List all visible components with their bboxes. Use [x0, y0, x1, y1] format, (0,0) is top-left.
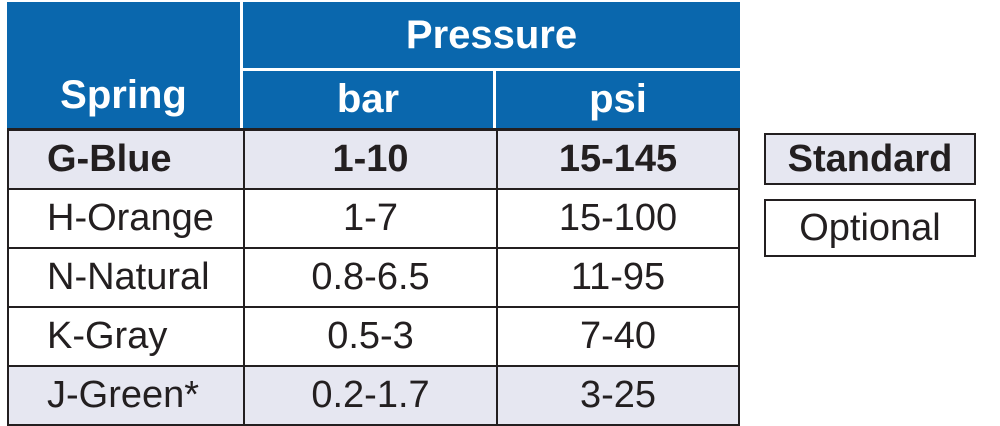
spring-pressure-table: Spring Pressure bar psi G-Blue 1-10 15-1…: [7, 2, 741, 426]
table-row: H-Orange 1-7 15-100: [7, 190, 741, 249]
psi-cell: 3-25: [496, 367, 741, 426]
table-row: J-Green* 0.2-1.7 3-25: [7, 367, 741, 426]
table-row: G-Blue 1-10 15-145: [7, 128, 741, 190]
psi-cell: 11-95: [496, 249, 741, 308]
bar-column-header: bar: [243, 71, 496, 128]
psi-column-header: psi: [496, 71, 741, 128]
bar-cell: 1-10: [243, 128, 496, 190]
bar-cell: 0.5-3: [243, 308, 496, 367]
legend-optional: Optional: [764, 199, 976, 257]
spring-cell: N-Natural: [7, 249, 243, 308]
psi-cell: 15-100: [496, 190, 741, 249]
bar-cell: 1-7: [243, 190, 496, 249]
spring-cell: G-Blue: [7, 128, 243, 190]
bar-cell: 0.8-6.5: [243, 249, 496, 308]
spring-cell: J-Green*: [7, 367, 243, 426]
bar-cell: 0.2-1.7: [243, 367, 496, 426]
psi-cell: 7-40: [496, 308, 741, 367]
psi-cell: 15-145: [496, 128, 741, 190]
spring-cell: K-Gray: [7, 308, 243, 367]
spring-cell: H-Orange: [7, 190, 243, 249]
legend-standard: Standard: [764, 133, 976, 185]
table-row: K-Gray 0.5-3 7-40: [7, 308, 741, 367]
spring-column-header: Spring: [7, 2, 243, 128]
pressure-group-header: Pressure: [243, 2, 741, 71]
table-row: N-Natural 0.8-6.5 11-95: [7, 249, 741, 308]
